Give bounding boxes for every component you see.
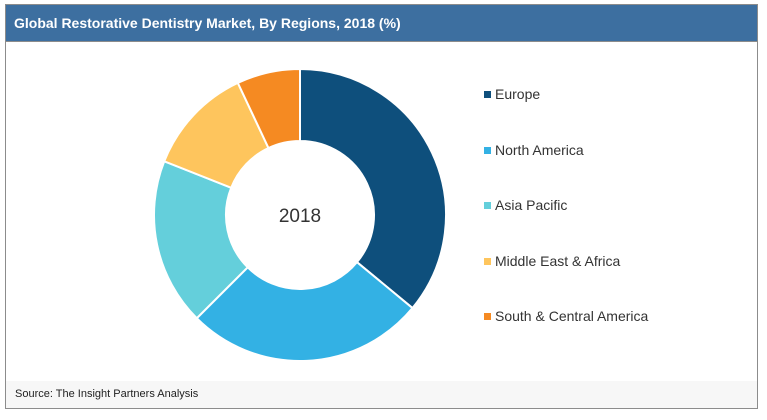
legend-label: South & Central America (495, 308, 649, 324)
chart-title: Global Restorative Dentistry Market, By … (6, 5, 757, 41)
legend-label: Middle East & Africa (495, 252, 621, 269)
donut-slice-asia-pacific (153, 159, 250, 320)
donut-slice-south-central-america (236, 67, 301, 150)
chart-area: 2018 Europe North America Asia Pacific Midd… (6, 41, 757, 383)
legend-swatch (484, 146, 491, 154)
legend-item-middle-east-africa: Middle East & Africa (484, 253, 620, 269)
donut-center-label: 2018 (279, 206, 321, 227)
legend-swatch (484, 91, 491, 98)
legend-item-south-central-america: South & Central America (484, 308, 648, 324)
legend-label: Asia Pacific (495, 197, 568, 213)
donut-slice-north-america (195, 260, 414, 362)
source-note: Source: The Insight Partners Analysis (6, 381, 757, 408)
legend-label: North America (495, 141, 584, 158)
donut-chart: 2018 (153, 67, 447, 362)
legend-swatch (484, 202, 491, 209)
legend-item-europe: Europe (484, 86, 540, 102)
legend-swatch (484, 313, 491, 320)
legend-item-north-america: North America (484, 142, 584, 158)
legend-label: Europe (495, 86, 541, 102)
donut-slice-europe (299, 67, 447, 310)
chart-frame: Global Restorative Dentistry Market, By … (5, 4, 758, 409)
legend-swatch (484, 257, 491, 265)
legend-item-asia-pacific: Asia Pacific (484, 197, 567, 213)
